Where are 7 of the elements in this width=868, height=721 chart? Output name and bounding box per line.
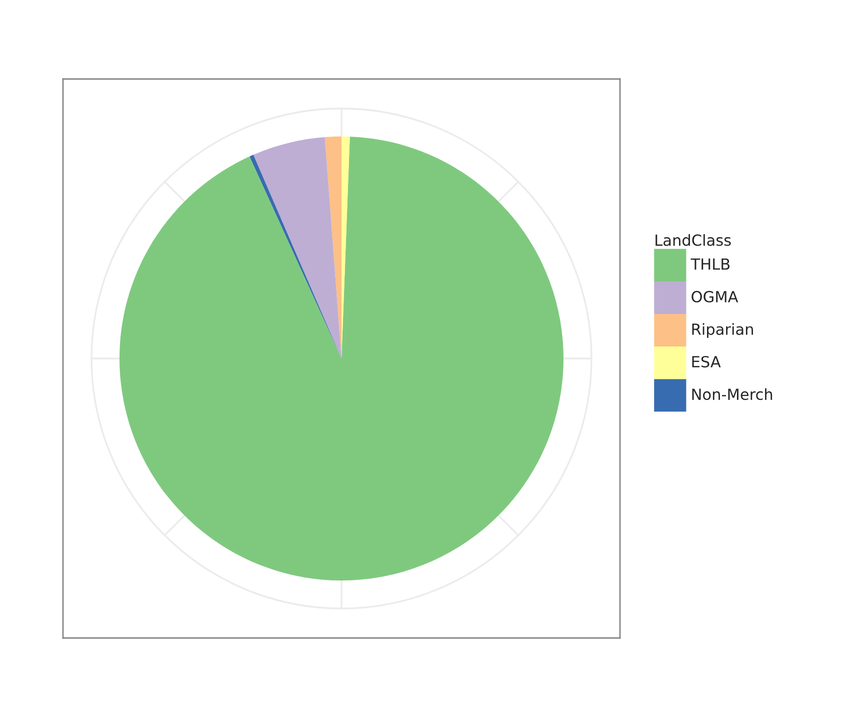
pie-slice bbox=[120, 136, 564, 580]
legend-title: LandClass bbox=[656, 234, 731, 246]
legend-label: Non-Merch bbox=[692, 388, 772, 400]
legend-label: OGMA bbox=[692, 290, 738, 302]
legend-label: ESA bbox=[692, 356, 721, 368]
legend-label: Riparian bbox=[692, 323, 753, 338]
legend-label: THLB bbox=[690, 258, 730, 270]
